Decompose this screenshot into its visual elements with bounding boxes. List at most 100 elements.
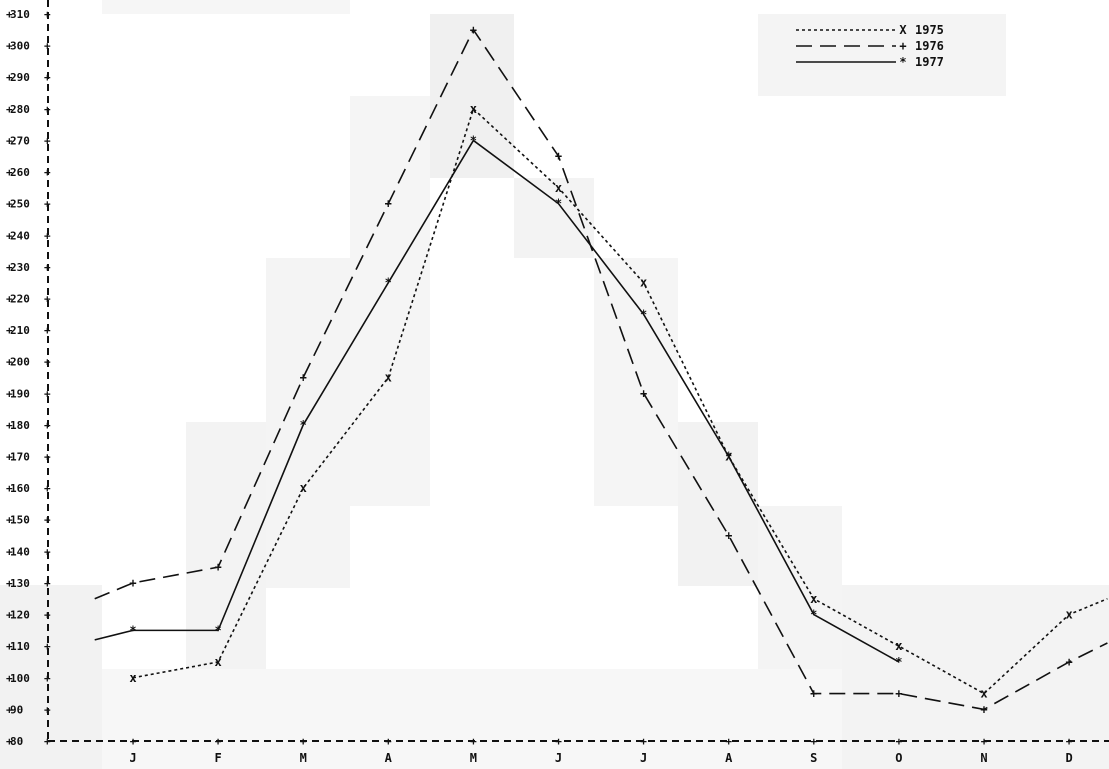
x-tick-mark: + bbox=[725, 735, 732, 748]
y-tick-plus: + bbox=[44, 198, 51, 211]
background-tile bbox=[430, 14, 514, 178]
background-tile bbox=[102, 0, 350, 14]
data-point-1975: x bbox=[300, 481, 307, 495]
x-tick-mark: + bbox=[385, 735, 392, 748]
y-tick-mark: + bbox=[6, 8, 13, 21]
legend-entry-1975: X 1975 bbox=[796, 23, 944, 37]
legend-entry-1976: +1976 bbox=[796, 39, 944, 53]
y-tick-plus: + bbox=[44, 735, 51, 748]
y-tick-label: 140 bbox=[10, 545, 30, 558]
x-tick-label: J bbox=[640, 751, 647, 765]
x-tick-label: O bbox=[895, 751, 902, 765]
data-point-1975: x bbox=[980, 687, 987, 701]
y-tick-mark: + bbox=[6, 324, 13, 337]
y-tick-label: 290 bbox=[10, 71, 30, 84]
x-tick-label: D bbox=[1065, 751, 1072, 765]
y-tick-label: 80 bbox=[10, 735, 23, 748]
data-point-1977: * bbox=[300, 418, 307, 432]
y-tick-label: 130 bbox=[10, 577, 30, 590]
background-tile bbox=[678, 422, 758, 586]
data-point-1975: x bbox=[895, 639, 902, 653]
legend-label: 1977 bbox=[915, 55, 944, 69]
y-tick-mark: + bbox=[6, 577, 13, 590]
y-tick-plus: + bbox=[44, 292, 51, 305]
x-tick-label: A bbox=[725, 751, 733, 765]
data-point-1975: x bbox=[640, 276, 647, 290]
x-tick-mark: + bbox=[640, 735, 647, 748]
y-tick-plus: + bbox=[44, 166, 51, 179]
x-axis-ticks: + J + F + M + A + M + J + J + A + S + O + N + D bbox=[129, 735, 1072, 765]
data-point-1975: x bbox=[470, 102, 477, 116]
series-1976: + + + + + + + + + + + + bbox=[94, 23, 1108, 716]
data-point-1977: * bbox=[214, 623, 221, 637]
x-tick-mark: + bbox=[555, 735, 562, 748]
data-point-1977: * bbox=[555, 197, 562, 211]
y-tick-label: 270 bbox=[10, 134, 30, 147]
data-point-1977: * bbox=[470, 133, 477, 147]
y-tick-mark: + bbox=[6, 229, 13, 242]
data-point-1975: x bbox=[555, 181, 562, 195]
data-point-1977: * bbox=[810, 608, 817, 622]
x-tick-label: A bbox=[385, 751, 393, 765]
y-tick-mark: + bbox=[6, 198, 13, 211]
data-point-1977: * bbox=[895, 655, 902, 669]
y-tick-plus: + bbox=[44, 8, 51, 21]
y-tick-mark: + bbox=[6, 134, 13, 147]
y-tick-plus: + bbox=[44, 261, 51, 274]
y-tick-label: 210 bbox=[10, 324, 30, 337]
x-tick-mark: + bbox=[215, 735, 222, 748]
y-tick-plus: + bbox=[44, 545, 51, 558]
background-tile bbox=[0, 585, 102, 769]
x-tick-label: F bbox=[214, 751, 221, 765]
background-tile bbox=[842, 585, 1109, 769]
data-point-1975: x bbox=[1065, 608, 1072, 622]
y-tick-label: 200 bbox=[10, 356, 30, 369]
y-tick-plus: + bbox=[44, 451, 51, 464]
y-tick-plus: + bbox=[44, 419, 51, 432]
y-tick-label: 170 bbox=[10, 451, 30, 464]
data-point-1976: + bbox=[980, 702, 987, 716]
x-tick-label: N bbox=[980, 751, 987, 765]
series-1977: * * * * * * * * * * bbox=[94, 133, 903, 669]
y-tick-label: 100 bbox=[10, 672, 30, 685]
x-tick-mark: + bbox=[1066, 735, 1073, 748]
y-tick-plus: + bbox=[44, 387, 51, 400]
y-tick-label: 90 bbox=[10, 703, 23, 716]
y-tick-label: 160 bbox=[10, 482, 30, 495]
data-point-1977: * bbox=[725, 450, 732, 464]
background-tile bbox=[758, 14, 1006, 96]
chart-legend: X 1975 + 1976 * 1977 bbox=[796, 23, 944, 69]
data-point-1976: + bbox=[725, 529, 732, 543]
legend-entry-1977: * 1977 bbox=[796, 55, 944, 69]
y-axis-ticks: +80 ++90 ++100 ++110 ++120 ++130 ++140 ++150 ++1… bbox=[6, 8, 51, 748]
y-tick-plus: + bbox=[44, 703, 51, 716]
background-tile bbox=[594, 258, 678, 506]
data-point-1976: + bbox=[470, 23, 477, 37]
data-point-1976: + bbox=[895, 687, 902, 701]
x-tick-mark: + bbox=[470, 735, 477, 748]
y-tick-label: 240 bbox=[10, 229, 30, 242]
y-tick-mark: + bbox=[6, 40, 13, 53]
y-tick-label: 120 bbox=[10, 609, 30, 622]
y-tick-mark: + bbox=[6, 292, 13, 305]
x-tick-label: J bbox=[129, 751, 136, 765]
y-tick-label: 190 bbox=[10, 387, 30, 400]
x-tick-mark: + bbox=[981, 735, 988, 748]
data-point-1976: + bbox=[214, 560, 221, 574]
x-tick-label: S bbox=[810, 751, 817, 765]
y-tick-mark: + bbox=[6, 166, 13, 179]
data-point-1977: * bbox=[640, 307, 647, 321]
y-tick-mark: + bbox=[6, 514, 13, 527]
y-tick-label: 280 bbox=[10, 103, 30, 116]
y-tick-plus: + bbox=[44, 324, 51, 337]
y-tick-plus: + bbox=[44, 71, 51, 84]
y-tick-mark: + bbox=[6, 703, 13, 716]
y-tick-label: 150 bbox=[10, 514, 30, 527]
background-tile bbox=[186, 422, 266, 672]
x-tick-label: M bbox=[300, 751, 307, 765]
data-point-1976: + bbox=[640, 386, 647, 400]
legend-label: 1976 bbox=[915, 39, 944, 53]
